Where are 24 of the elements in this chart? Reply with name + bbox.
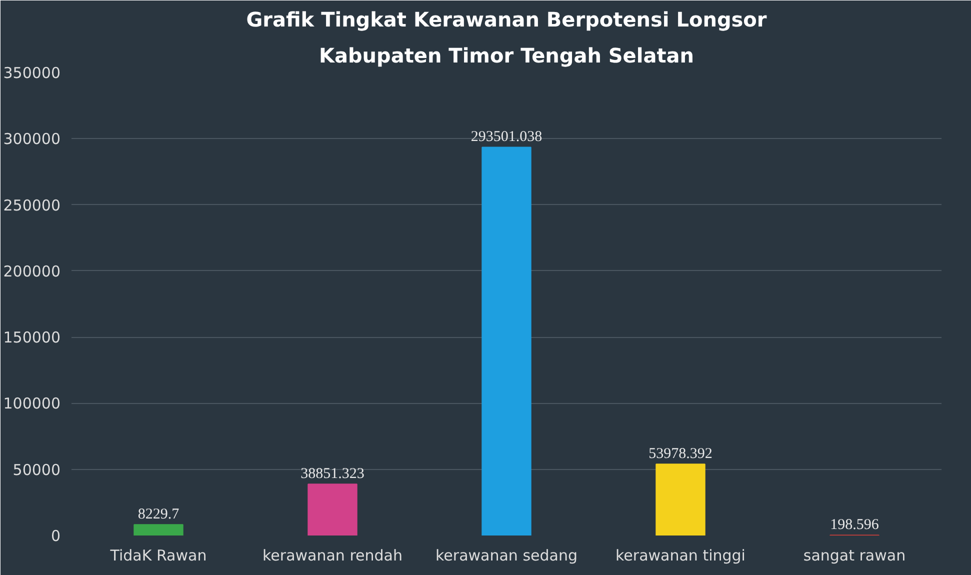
data-label: 53978.392 <box>648 446 712 462</box>
x-tick-label: sangat rawan <box>803 546 906 564</box>
data-label: 293501.038 <box>470 129 542 146</box>
x-tick-label: kerawanan tinggi <box>616 546 746 564</box>
y-tick-label: 250000 <box>3 196 61 214</box>
chart-title: Grafik Tingkat Kerawanan Berpotensi Longsor <box>246 8 767 32</box>
y-tick-label: 100000 <box>3 394 61 413</box>
bar <box>656 464 706 536</box>
y-tick-label: 50000 <box>12 460 60 479</box>
y-tick-label: 300000 <box>3 130 61 148</box>
bar <box>134 524 184 536</box>
y-tick-label: 0 <box>50 527 61 545</box>
chart-subtitle: Kabupaten Timor Tengah Selatan <box>318 44 694 68</box>
x-tick-label: kerawanan sedang <box>436 546 578 564</box>
data-label: 38851.323 <box>300 466 364 482</box>
bar <box>482 146 532 536</box>
y-tick-label: 150000 <box>3 328 61 347</box>
y-tick-label: 200000 <box>3 262 61 280</box>
data-label: 198.596 <box>830 517 880 534</box>
y-tick-label: 350000 <box>3 64 61 82</box>
x-tick-label: kerawanan rendah <box>262 546 402 564</box>
data-label: 8229.7 <box>138 506 180 523</box>
x-tick-label: TidaK Rawan <box>109 546 207 564</box>
bar <box>308 484 358 536</box>
